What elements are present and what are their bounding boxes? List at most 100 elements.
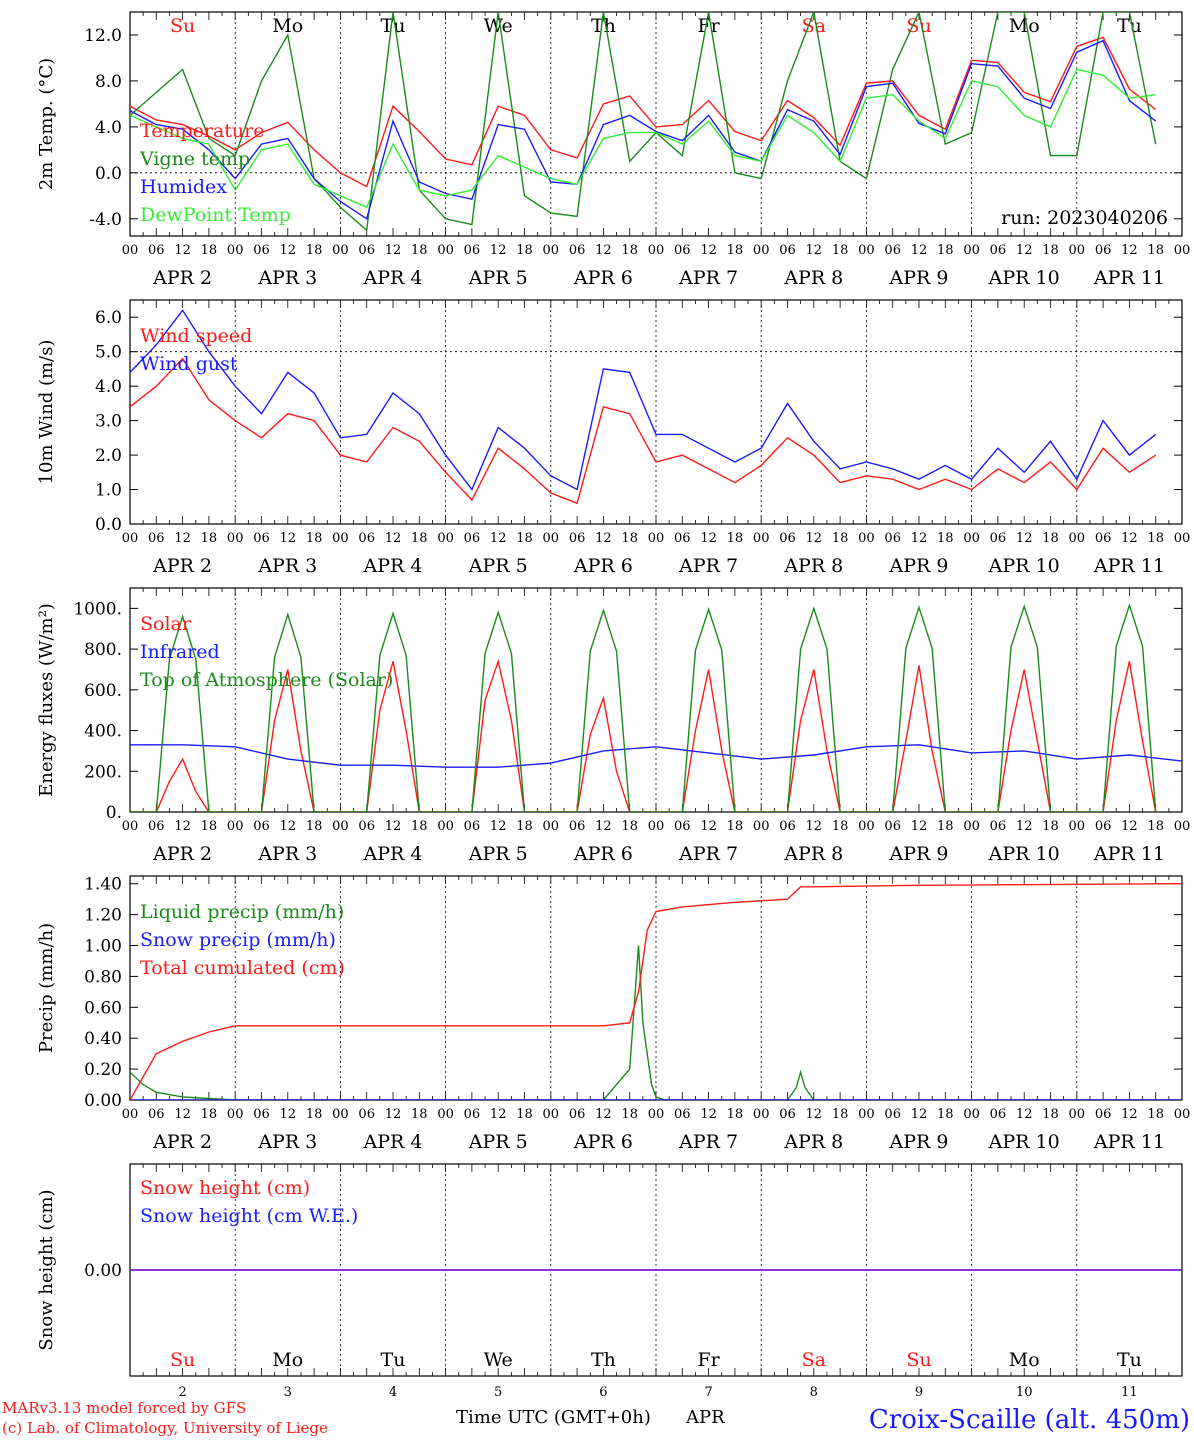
day-label: APR 2	[152, 1131, 212, 1153]
hour-tick-label: 12	[174, 819, 191, 834]
hour-tick-label: 06	[674, 243, 691, 258]
hour-tick-label: 18	[411, 243, 428, 258]
hour-tick-label: 00	[753, 1107, 770, 1122]
legend-entry: Humidex	[140, 176, 227, 198]
day-label: APR 11	[1093, 267, 1165, 289]
hour-tick-label: 06	[148, 243, 165, 258]
y-tick-label: 0.0	[95, 515, 122, 535]
hour-tick-label: 12	[700, 531, 717, 546]
weekday-label: Su	[170, 1349, 195, 1371]
weekday-label: Th	[591, 1349, 616, 1371]
series-line-wind-speed	[130, 357, 1157, 505]
hour-tick-label: 06	[464, 1107, 481, 1122]
hour-tick-label: 06	[569, 243, 586, 258]
hour-tick-label: 18	[201, 1107, 218, 1122]
legend-entry: Infrared	[140, 641, 220, 663]
day-label: APR 8	[783, 555, 843, 577]
day-label: APR 5	[468, 843, 528, 865]
hour-tick-label: 12	[1121, 1107, 1138, 1122]
hour-tick-label: 18	[937, 1107, 954, 1122]
hour-tick-label: 00	[648, 1107, 665, 1122]
day-label: APR 9	[889, 267, 949, 289]
hour-tick-label: 12	[595, 819, 612, 834]
hour-tick-label: 12	[280, 531, 297, 546]
hour-tick-label: 18	[306, 1107, 323, 1122]
day-label: APR 4	[363, 1131, 423, 1153]
hour-tick-label: 18	[621, 819, 638, 834]
hour-tick-label: 18	[411, 531, 428, 546]
legend-entry: Total cumulated (cm)	[140, 957, 345, 979]
series-line-temperature	[130, 36, 1157, 188]
hour-tick-label: 12	[1016, 243, 1033, 258]
credit-line-2: (c) Lab. of Climatology, University of L…	[2, 1419, 328, 1437]
hour-tick-label: 06	[990, 531, 1007, 546]
day-number-label: 8	[810, 1385, 818, 1400]
hour-tick-label: 00	[122, 243, 139, 258]
hour-tick-label: 12	[1016, 531, 1033, 546]
hour-tick-label: 06	[464, 243, 481, 258]
y-axis-title: 2m Temp. (°C)	[36, 58, 57, 190]
hour-tick-label: 00	[122, 819, 139, 834]
day-label: APR 4	[363, 267, 423, 289]
day-label: APR 6	[573, 267, 633, 289]
legend-entry: Snow height (cm W.E.)	[140, 1205, 358, 1227]
y-tick-label: 2.0	[95, 446, 122, 466]
day-label: APR 5	[468, 555, 528, 577]
weekday-label: Su	[906, 15, 931, 37]
day-number-label: 9	[915, 1385, 923, 1400]
hour-tick-label: 00	[963, 1107, 980, 1122]
hour-tick-label: 06	[358, 243, 375, 258]
hour-tick-label: 18	[201, 243, 218, 258]
y-tick-label: 0.80	[84, 967, 122, 987]
hour-tick-label: 06	[884, 1107, 901, 1122]
weekday-label: Tu	[381, 15, 406, 37]
day-number-label: 11	[1121, 1385, 1138, 1400]
y-tick-label: 1.0	[95, 481, 122, 501]
day-label: APR 10	[988, 267, 1060, 289]
legend-entry: Wind gust	[140, 353, 238, 375]
hour-tick-label: 18	[1147, 1107, 1164, 1122]
hour-tick-label: 18	[516, 531, 533, 546]
hour-tick-label: 00	[858, 1107, 875, 1122]
hour-tick-label: 12	[595, 531, 612, 546]
weekday-label: Fr	[697, 15, 720, 37]
hour-tick-label: 18	[937, 819, 954, 834]
hour-tick-label: 06	[358, 1107, 375, 1122]
series-group	[130, 12, 1157, 232]
hour-tick-label: 00	[648, 243, 665, 258]
x-axis-month: APR	[685, 1407, 725, 1428]
y-tick-label: 1.40	[84, 875, 122, 895]
hour-tick-label: 00	[1174, 243, 1191, 258]
hour-tick-label: 12	[174, 531, 191, 546]
hour-tick-label: 18	[727, 243, 744, 258]
day-label: APR 9	[889, 555, 949, 577]
hour-tick-label: 06	[779, 1107, 796, 1122]
y-tick-label: 0.00	[84, 1261, 122, 1281]
series-line-dewpoint-temp	[130, 68, 1156, 209]
hour-tick-label: 06	[358, 531, 375, 546]
hour-tick-label: 12	[911, 531, 928, 546]
weekday-label: Tu	[1117, 1349, 1142, 1371]
hour-tick-label: 00	[753, 531, 770, 546]
hour-tick-label: 06	[1095, 531, 1112, 546]
day-number-label: 2	[178, 1385, 186, 1400]
hour-tick-label: 00	[858, 819, 875, 834]
y-tick-label: 800.	[84, 640, 122, 660]
hour-tick-label: 00	[122, 531, 139, 546]
hour-tick-label: 00	[648, 531, 665, 546]
hour-tick-label: 12	[490, 1107, 507, 1122]
y-tick-label: 200.	[84, 762, 122, 782]
hour-tick-label: 18	[621, 243, 638, 258]
series-line-humidex	[130, 39, 1157, 220]
weekday-label: We	[484, 15, 513, 37]
hour-tick-label: 00	[227, 531, 244, 546]
weekday-label: Tu	[381, 1349, 406, 1371]
hour-tick-label: 18	[832, 531, 849, 546]
legend-entry: Snow height (cm)	[140, 1177, 310, 1199]
hour-tick-label: 12	[490, 243, 507, 258]
hour-tick-label: 06	[779, 819, 796, 834]
hour-tick-label: 06	[990, 1107, 1007, 1122]
hour-tick-label: 06	[884, 243, 901, 258]
hour-tick-label: 06	[569, 531, 586, 546]
day-label: APR 3	[257, 555, 317, 577]
